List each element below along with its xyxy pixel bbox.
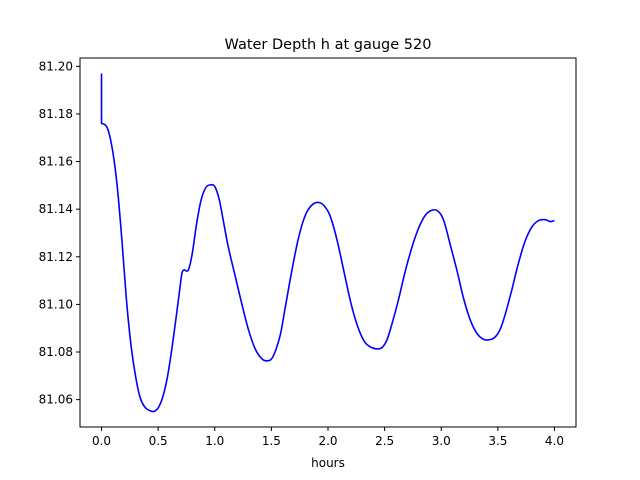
- y-axis: 81.06 81.08 81.10 81.12 81.14 81.16 81.18 81.20: [39, 59, 80, 407]
- chart-title: Water Depth h at gauge 520: [225, 37, 432, 53]
- y-tick-label: 81.16: [39, 155, 73, 169]
- x-axis: 0.0 0.5 1.0 1.5 2.0 2.5 3.0 3.5 4.0: [92, 427, 564, 448]
- y-tick-label: 81.18: [39, 107, 73, 121]
- y-tick-label: 81.10: [39, 297, 73, 311]
- y-tick-label: 81.06: [39, 393, 73, 407]
- x-tick-label: 1.5: [262, 434, 281, 448]
- water-depth-series-line: [100, 73, 555, 413]
- x-tick-label: 0.5: [149, 434, 168, 448]
- x-tick-label: 3.0: [432, 434, 451, 448]
- x-axis-label: hours: [311, 456, 345, 470]
- x-tick-label: 3.5: [488, 434, 507, 448]
- y-tick-label: 81.12: [39, 250, 73, 264]
- y-tick-label: 81.08: [39, 345, 73, 359]
- y-tick-label: 81.20: [39, 59, 73, 73]
- x-tick-label: 2.5: [375, 434, 394, 448]
- plot-area-frame: [79, 57, 577, 428]
- x-tick-label: 0.0: [92, 434, 111, 448]
- y-tick-label: 81.14: [39, 202, 73, 216]
- x-tick-label: 1.0: [205, 434, 224, 448]
- x-tick-label: 4.0: [545, 434, 564, 448]
- x-tick-label: 2.0: [318, 434, 337, 448]
